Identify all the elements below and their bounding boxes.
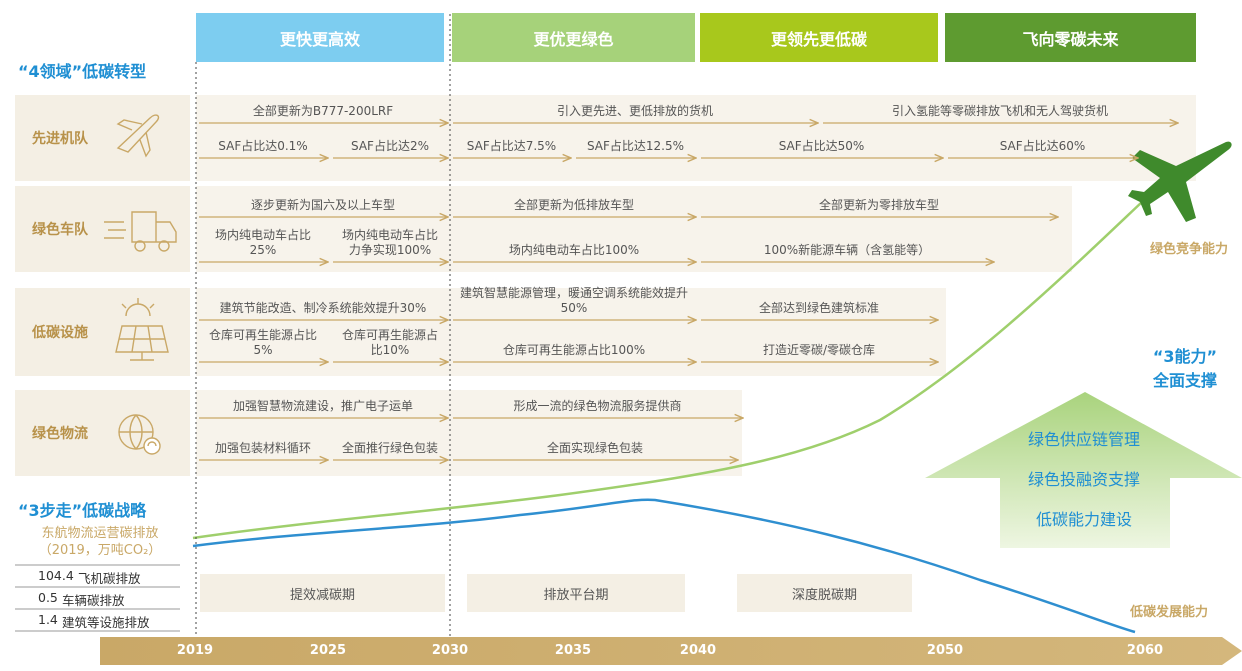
year-label: 2060 (1115, 643, 1175, 658)
year-label: 2040 (668, 643, 728, 658)
domain-name: 绿色物流 (15, 423, 105, 443)
phase-header: 飞向零碳未来 (945, 13, 1196, 62)
phase-header: 更领先更低碳 (700, 13, 938, 62)
stage: 深度脱碳期 (737, 574, 912, 612)
track-text: 全部更新为低排放车型 (450, 179, 698, 213)
track-text: SAF占比达12.5% (573, 120, 698, 154)
stage: 排放平台期 (467, 574, 685, 612)
track-text: SAF占比达7.5% (450, 120, 573, 154)
year-label: 2019 (165, 643, 225, 658)
year-label: 2025 (298, 643, 358, 658)
section-title: “4领域”低碳转型 (18, 58, 146, 82)
emissions-title: （2019，万吨CO₂） (15, 539, 185, 558)
emission-label: 飞机碳排放 (78, 568, 141, 587)
section-title: “3步走”低碳战略 (18, 497, 146, 521)
track-text: 逐步更新为国六及以上车型 (196, 179, 450, 213)
domain-name: 低碳设施 (15, 322, 105, 342)
capability: 绿色供应链管理 (984, 426, 1184, 450)
curve-label: 低碳发展能力 (1130, 601, 1208, 620)
stage: 提效减碳期 (200, 574, 445, 612)
track-text: SAF占比达0.1% (196, 120, 330, 154)
track-text: 场内纯电动车占比25% (196, 224, 330, 258)
track-text: 仓库可再生能源占比10% (330, 324, 450, 358)
capability-title: 全面支撑 (1110, 367, 1242, 391)
track-text: 全部达到绿色建筑标准 (698, 282, 940, 316)
track-text: 场内纯电动车占比100% (450, 224, 698, 258)
capability-title: “3能力” (1110, 343, 1242, 367)
track-text: 场内纯电动车占比力争实现100% (330, 224, 450, 258)
roadmap: 更快更高效更优更绿色更领先更低碳飞向零碳未来“4领域”低碳转型先进机队全部更新为… (0, 0, 1242, 671)
track-text: 仓库可再生能源占比100% (450, 324, 698, 358)
track-text: 建筑节能改造、制冷系统能效提升30% (196, 282, 450, 316)
capability: 低碳能力建设 (984, 506, 1184, 530)
emission-value: 1.4 (38, 612, 58, 627)
track-text: 加强包装材料循环 (196, 422, 330, 456)
track-text: 引入氢能等零碳排放飞机和无人驾驶货机 (820, 85, 1180, 119)
track-text: SAF占比达60% (945, 120, 1140, 154)
track-text: 100%新能源车辆（含氢能等） (698, 224, 996, 258)
track-text: 加强智慧物流建设，推广电子运单 (196, 380, 450, 414)
emission-value: 0.5 (38, 590, 58, 605)
track-text: SAF占比达2% (330, 120, 450, 154)
phase-header: 更快更高效 (196, 13, 444, 62)
track-text: 打造近零碳/零碳仓库 (698, 324, 940, 358)
track-text: 引入更先进、更低排放的货机 (450, 85, 820, 119)
track-text: 全面推行绿色包装 (330, 422, 450, 456)
track-text: 全面实现绿色包装 (450, 422, 740, 456)
year-label: 2035 (543, 643, 603, 658)
phase-header: 更优更绿色 (452, 13, 695, 62)
emission-label: 建筑等设施排放 (62, 612, 150, 631)
curve-label: 绿色竞争能力 (1150, 238, 1228, 257)
track-text: 建筑智慧能源管理，暖通空调系统能效提升50% (450, 282, 698, 316)
capability: 绿色投融资支撑 (984, 466, 1184, 490)
track-text: 全部更新为B777-200LRF (196, 85, 450, 119)
track-text: 全部更新为零排放车型 (698, 179, 1060, 213)
emission-label: 车辆碳排放 (62, 590, 125, 609)
year-label: 2050 (915, 643, 975, 658)
emission-value: 104.4 (38, 568, 74, 583)
year-label: 2030 (420, 643, 480, 658)
track-text: 仓库可再生能源占比5% (196, 324, 330, 358)
track-text: SAF占比达50% (698, 120, 945, 154)
domain-name: 先进机队 (15, 128, 105, 148)
domain-name: 绿色车队 (15, 219, 105, 239)
track-text: 形成一流的绿色物流服务提供商 (450, 380, 745, 414)
